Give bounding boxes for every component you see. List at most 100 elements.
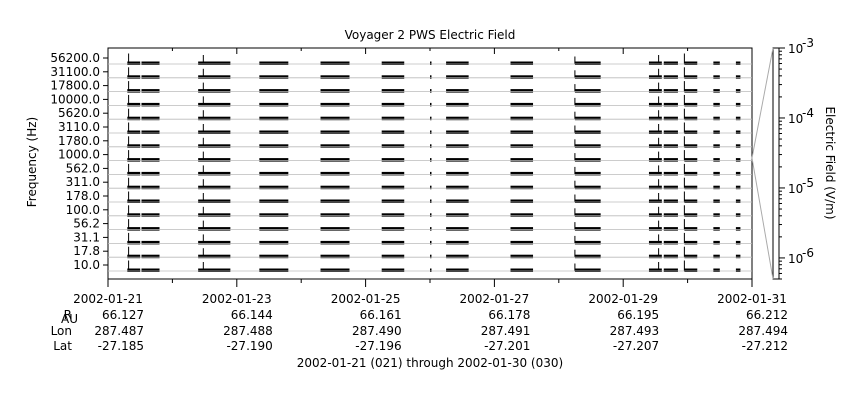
colorbar-tick-exponent: -4 (802, 106, 814, 120)
ephemeris-row-label: Lat (53, 339, 72, 353)
data-segment (259, 227, 289, 231)
data-segment (198, 158, 231, 162)
data-segment (663, 240, 678, 245)
data-segment (381, 116, 405, 121)
data-segment (320, 171, 350, 176)
data-segment (648, 75, 662, 79)
data-segment (663, 171, 678, 176)
data-segment (713, 102, 720, 107)
ephemeris-row-label: R (64, 308, 72, 322)
data-segment (430, 227, 432, 231)
data-segment (510, 102, 534, 107)
data-segment (198, 199, 231, 203)
data-segment (127, 254, 141, 259)
data-segment (320, 158, 350, 162)
data-segment (430, 130, 432, 134)
colorbar-tick-label: 10 (788, 182, 803, 196)
data-segment (510, 185, 534, 190)
data-segment (684, 254, 698, 259)
y-tick-label: 1780.0 (58, 134, 100, 148)
colorbar-connector (751, 157, 774, 280)
data-segment (574, 158, 601, 162)
data-segment (259, 61, 289, 65)
data-segment (446, 130, 469, 134)
data-segment (648, 199, 662, 203)
data-segment (510, 61, 534, 65)
data-segment (735, 240, 741, 245)
x-tick-label: 2002-01-29 (588, 292, 658, 306)
data-segment (381, 61, 405, 65)
data-segment (735, 144, 741, 148)
data-segment (574, 199, 601, 203)
data-segment (320, 102, 350, 107)
ephemeris-value: 66.127 (102, 308, 144, 322)
data-segment (259, 185, 289, 190)
data-segment (684, 268, 698, 272)
data-segment (259, 102, 289, 107)
data-segment (684, 171, 698, 176)
data-segment (663, 185, 678, 190)
data-segment (141, 268, 160, 272)
data-segment (684, 61, 698, 65)
data-segment (259, 75, 289, 79)
y-tick-label: 17800.0 (50, 79, 100, 93)
colorbar-tick-label: 10 (788, 252, 803, 266)
colorbar-tick-label: 10 (788, 112, 803, 126)
data-segment (510, 144, 534, 148)
data-segment (574, 116, 601, 121)
chart-title: Voyager 2 PWS Electric Field (345, 28, 516, 42)
data-segment (127, 268, 141, 272)
data-segment (381, 240, 405, 245)
data-segment (198, 75, 231, 79)
data-segment (259, 240, 289, 245)
data-segment (198, 61, 231, 65)
time-range-label: 2002-01-21 (021) through 2002-01-30 (030… (297, 356, 563, 370)
colorbar: 10-310-410-510-6 (751, 36, 814, 280)
data-segment (510, 254, 534, 259)
data-segment (684, 89, 698, 93)
data-segment (684, 144, 698, 148)
data-segment (713, 185, 720, 190)
ephemeris-value: 287.493 (610, 324, 660, 338)
data-segment (320, 75, 350, 79)
ephemeris-value: -27.185 (98, 339, 144, 353)
data-segment (446, 240, 469, 245)
data-segment (735, 268, 741, 272)
data-segment (446, 144, 469, 148)
data-segment (663, 144, 678, 148)
data-segment (648, 61, 662, 65)
data-segment (663, 268, 678, 272)
data-segment (320, 89, 350, 93)
data-segment (446, 268, 469, 272)
data-segment (127, 89, 141, 93)
data-segment (446, 61, 469, 65)
data-segment (684, 102, 698, 107)
data-segment (446, 171, 469, 176)
data-segment (713, 254, 720, 259)
data-segment (510, 171, 534, 176)
y-axis: 56200.031100.017800.010000.05620.03110.0… (50, 51, 108, 272)
ephemeris-value: 66.212 (746, 308, 788, 322)
data-segment (320, 144, 350, 148)
data-segment (648, 102, 662, 107)
data-segment (141, 199, 160, 203)
data-segment (574, 268, 601, 272)
data-segment (510, 240, 534, 245)
data-segment (430, 268, 432, 272)
data-segment (320, 227, 350, 231)
data-segment (430, 171, 432, 176)
x-tick-label: 2002-01-25 (331, 292, 401, 306)
data-segment (510, 158, 534, 162)
data-segment (510, 130, 534, 134)
data-segment (430, 75, 432, 79)
data-segment (381, 268, 405, 272)
data-segment (663, 89, 678, 93)
data-segment (648, 268, 662, 272)
data-segment (648, 254, 662, 259)
x-axis: 2002-01-21 2002-01-23 2002-01-25 2002-01-27… (73, 48, 787, 306)
data-segment (446, 102, 469, 107)
data-segment (574, 171, 601, 176)
data-segment (198, 116, 231, 121)
data-segment (127, 240, 141, 245)
